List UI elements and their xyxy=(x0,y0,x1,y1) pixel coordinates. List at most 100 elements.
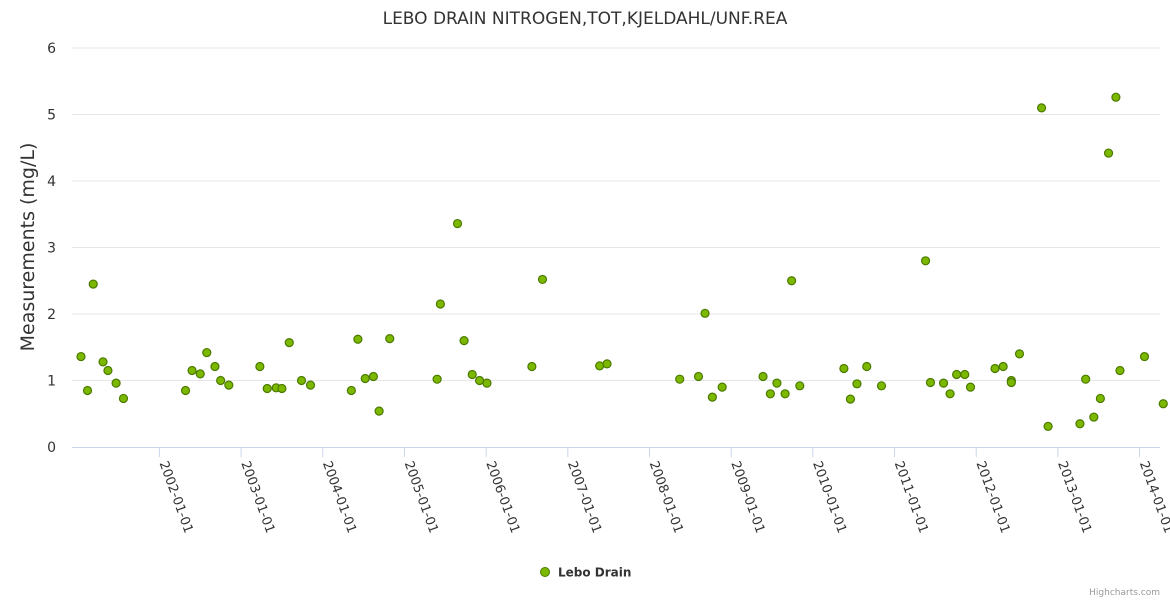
data-point[interactable] xyxy=(82,385,93,396)
data-point[interactable] xyxy=(195,369,205,379)
data-point[interactable] xyxy=(98,357,108,367)
x-tick-label: 2011-01-01 xyxy=(891,459,931,535)
x-tick-label: 2010-01-01 xyxy=(809,459,849,535)
data-point[interactable] xyxy=(780,389,790,399)
data-point[interactable] xyxy=(717,382,727,392)
data-point[interactable] xyxy=(845,394,856,404)
data-point[interactable] xyxy=(482,378,492,388)
data-point[interactable] xyxy=(839,363,849,374)
data-point[interactable] xyxy=(435,299,445,309)
x-tick-label: 2013-01-01 xyxy=(1054,459,1094,535)
y-tick-label: 1 xyxy=(47,374,56,390)
data-point[interactable] xyxy=(262,383,272,394)
x-tick-label: 2007-01-01 xyxy=(564,459,604,535)
data-point[interactable] xyxy=(368,371,379,382)
data-point[interactable] xyxy=(385,334,395,344)
data-point[interactable] xyxy=(1158,399,1168,409)
y-tick-label: 4 xyxy=(47,174,56,190)
data-point[interactable] xyxy=(296,375,307,386)
x-tick-label: 2008-01-01 xyxy=(646,459,686,535)
y-tick-label: 6 xyxy=(47,41,56,57)
data-point[interactable] xyxy=(216,375,226,386)
data-point[interactable] xyxy=(1043,421,1053,431)
data-point[interactable] xyxy=(1081,374,1091,384)
data-point[interactable] xyxy=(111,378,121,388)
data-point[interactable] xyxy=(998,361,1008,372)
x-tick-label: 2003-01-01 xyxy=(237,459,277,535)
data-point[interactable] xyxy=(187,365,197,376)
data-point[interactable] xyxy=(305,380,316,390)
data-point[interactable] xyxy=(602,359,612,369)
data-point[interactable] xyxy=(452,218,463,229)
y-tick-label: 3 xyxy=(47,241,56,257)
data-point[interactable] xyxy=(920,256,931,266)
series-points xyxy=(76,92,1168,431)
data-point[interactable] xyxy=(952,369,962,380)
data-point[interactable] xyxy=(202,347,212,358)
data-point[interactable] xyxy=(1139,351,1150,362)
data-point[interactable] xyxy=(960,369,970,380)
data-point[interactable] xyxy=(1006,377,1016,388)
data-point[interactable] xyxy=(346,385,356,396)
credits-link[interactable]: Highcharts.com xyxy=(1089,588,1160,598)
legend-marker-icon xyxy=(540,567,550,577)
data-point[interactable] xyxy=(693,371,704,382)
data-point[interactable] xyxy=(1095,393,1105,404)
data-point[interactable] xyxy=(459,336,469,346)
y-tick-label: 0 xyxy=(47,440,56,456)
data-point[interactable] xyxy=(353,334,363,344)
data-point[interactable] xyxy=(990,363,1000,374)
data-point[interactable] xyxy=(374,406,384,416)
data-point[interactable] xyxy=(118,393,129,404)
data-point[interactable] xyxy=(945,389,955,399)
data-point[interactable] xyxy=(527,361,537,372)
x-tick-label: 2005-01-01 xyxy=(401,459,441,535)
data-point[interactable] xyxy=(210,361,220,372)
data-point[interactable] xyxy=(595,361,605,371)
x-tick-label: 2009-01-01 xyxy=(727,459,767,535)
gridlines xyxy=(72,47,1160,381)
x-tick-label: 2004-01-01 xyxy=(319,459,359,535)
data-point[interactable] xyxy=(88,279,98,289)
data-point[interactable] xyxy=(925,377,936,388)
data-point[interactable] xyxy=(700,308,710,318)
data-point[interactable] xyxy=(180,385,191,396)
data-point[interactable] xyxy=(1014,349,1025,359)
y-tick-label: 2 xyxy=(47,307,56,323)
data-point[interactable] xyxy=(862,361,872,372)
data-point[interactable] xyxy=(1036,103,1047,113)
y-tick-label: 5 xyxy=(47,108,56,124)
data-point[interactable] xyxy=(1075,419,1085,429)
data-point[interactable] xyxy=(1111,92,1121,102)
data-point[interactable] xyxy=(76,351,86,362)
data-point[interactable] xyxy=(255,361,265,372)
data-point[interactable] xyxy=(1115,365,1125,376)
data-point[interactable] xyxy=(284,337,294,348)
data-point[interactable] xyxy=(277,383,287,394)
data-point[interactable] xyxy=(852,379,862,389)
legend[interactable]: Lebo Drain xyxy=(540,566,632,580)
data-point[interactable] xyxy=(432,374,442,384)
data-point[interactable] xyxy=(876,381,887,391)
data-point[interactable] xyxy=(787,276,797,286)
data-point[interactable] xyxy=(360,373,370,384)
y-axis-label: Measurements (mg/L) xyxy=(17,143,39,352)
data-point[interactable] xyxy=(675,374,685,384)
data-point[interactable] xyxy=(758,371,768,382)
data-point[interactable] xyxy=(938,378,949,388)
data-point[interactable] xyxy=(224,380,234,390)
chart-title: LEBO DRAIN NITROGEN,TOT,KJELDAHL/UNF.REA xyxy=(383,9,788,29)
data-point[interactable] xyxy=(537,274,548,285)
data-point[interactable] xyxy=(1089,412,1099,422)
data-point[interactable] xyxy=(1103,148,1114,158)
data-point[interactable] xyxy=(707,392,717,402)
x-tick-label: 2014-01-01 xyxy=(1136,459,1170,535)
data-point[interactable] xyxy=(965,382,976,392)
data-point[interactable] xyxy=(765,389,775,399)
data-point[interactable] xyxy=(772,378,782,388)
data-point[interactable] xyxy=(103,365,113,376)
data-point[interactable] xyxy=(467,369,477,380)
data-point[interactable] xyxy=(795,381,805,391)
y-axis-ticks: 0 1 2 3 4 5 6 xyxy=(47,41,56,456)
